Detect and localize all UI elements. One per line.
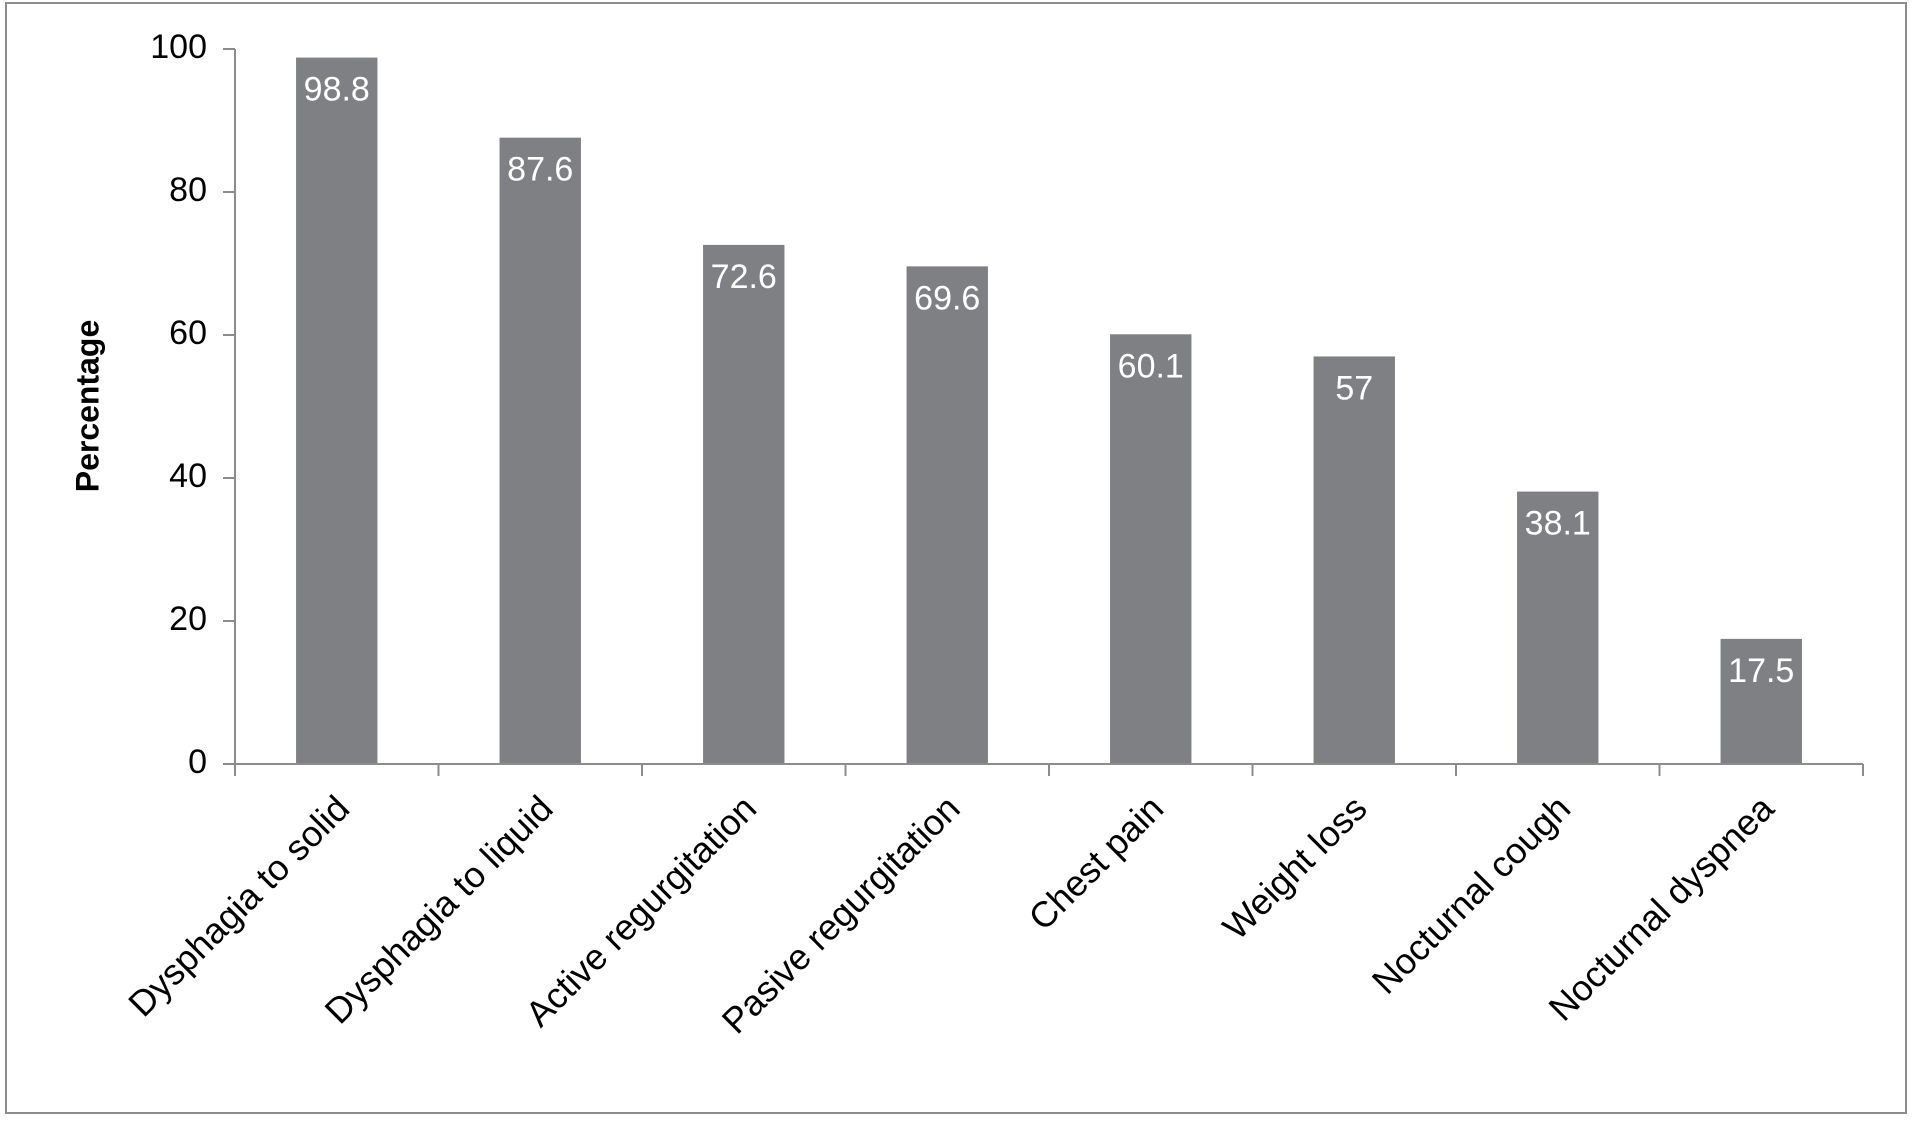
y-tick-label: 20 [169, 600, 207, 638]
data-label: 60.1 [1118, 347, 1184, 385]
data-label: 38.1 [1525, 505, 1591, 543]
bar [296, 57, 378, 764]
y-tick-label: 0 [188, 743, 207, 781]
data-label: 17.5 [1728, 652, 1794, 690]
y-tick-label: 80 [169, 171, 207, 209]
data-label: 69.6 [914, 279, 980, 317]
y-tick-label: 60 [169, 314, 207, 352]
bar [1110, 334, 1192, 764]
data-label: 72.6 [711, 258, 777, 296]
bar [1720, 638, 1802, 764]
bar [1313, 356, 1395, 764]
data-label: 57 [1335, 369, 1373, 407]
y-tick-label: 40 [169, 457, 207, 495]
bar [499, 137, 581, 764]
y-tick-label: 100 [150, 28, 207, 66]
data-label: 98.8 [304, 71, 370, 109]
y-axis-label: Percentage [69, 320, 105, 493]
bar [906, 266, 988, 764]
data-label: 87.6 [507, 151, 573, 189]
bar [703, 244, 785, 764]
bar [1517, 491, 1599, 764]
